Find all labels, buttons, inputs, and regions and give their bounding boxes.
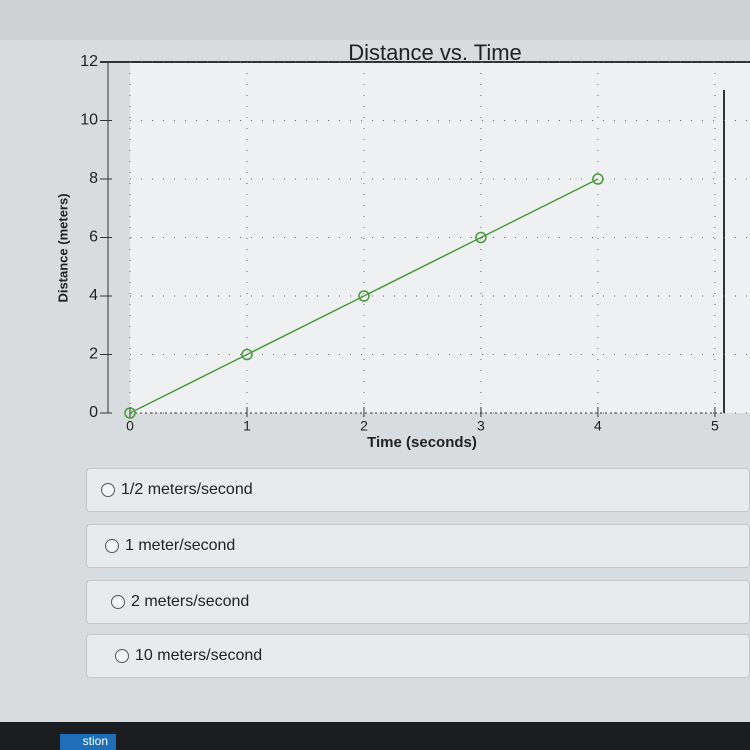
button[interactable]: stion [60, 734, 116, 750]
data-point [592, 173, 604, 185]
chart-title: Distance vs. Time [348, 40, 522, 65]
option-text: 10 meters/second [135, 647, 263, 664]
x-tick-label: 5 [711, 418, 719, 434]
option[interactable]: 1/2 meters/second [86, 468, 750, 512]
y-axis-label: Distance (meters) [55, 193, 70, 302]
x-tick-label: 1 [243, 418, 251, 434]
radio[interactable] [115, 649, 129, 663]
data-point [358, 290, 370, 302]
radio[interactable] [101, 483, 115, 497]
option[interactable]: 10 meters/second [86, 634, 750, 678]
x-tick-label: 4 [594, 418, 602, 434]
data-point [241, 348, 253, 361]
y-tick-label: 12 [80, 53, 98, 70]
y-tick-label: 6 [89, 229, 98, 246]
data-point [475, 231, 487, 244]
header-strip [0, 0, 750, 40]
y-tick-label: 10 [80, 112, 98, 129]
x-tick-label: 2 [360, 418, 368, 434]
x-axis-label: Time (seconds) [367, 434, 477, 451]
option[interactable]: 2 meters/second [86, 580, 750, 624]
option[interactable]: 1 meter/second [86, 524, 750, 568]
option-text: 1 meter/second [125, 537, 236, 554]
y-tick-label: 2 [89, 346, 98, 363]
radio[interactable] [111, 595, 125, 609]
option-text: 1/2 meters/second [121, 481, 253, 498]
y-tick-label: 8 [89, 170, 98, 187]
radio[interactable] [105, 539, 119, 553]
data-point [124, 407, 136, 419]
option-text: 2 meters/second [131, 593, 250, 610]
x-tick-label: 3 [477, 418, 485, 434]
x-tick-label: 0 [126, 418, 134, 434]
plot-area [130, 62, 750, 413]
y-tick-label: 0 [89, 404, 98, 421]
y-tick-label: 4 [89, 287, 98, 304]
bottom-bar [0, 722, 750, 750]
data-line [129, 178, 599, 414]
